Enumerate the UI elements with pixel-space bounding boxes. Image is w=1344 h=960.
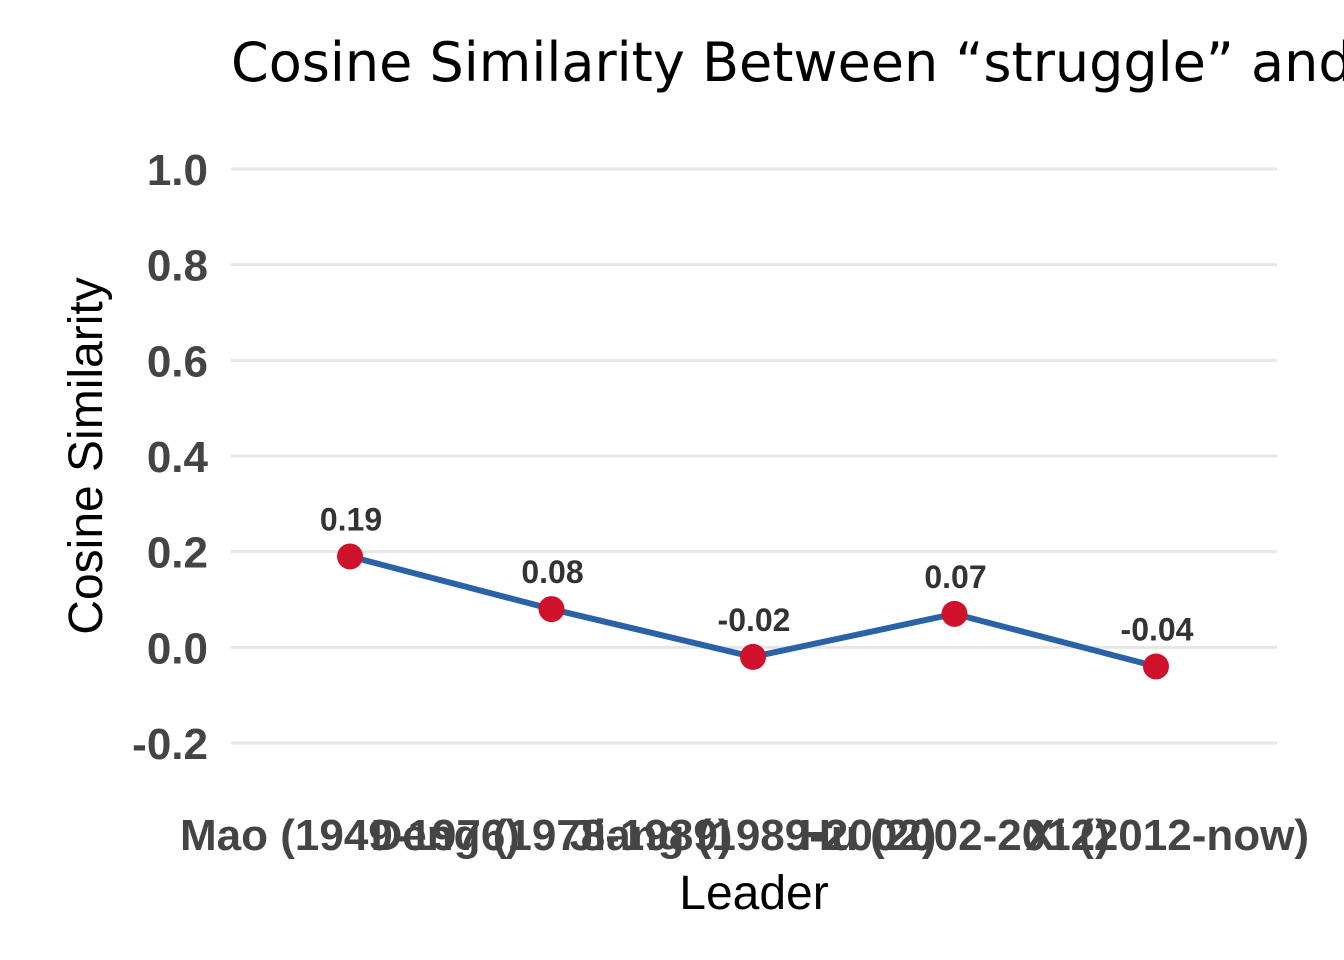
data-point (1143, 653, 1169, 680)
data-label: -0.02 (718, 602, 791, 638)
y-tick-label: 0.8 (147, 242, 208, 291)
grid-layer (231, 167, 1277, 745)
y-tick-labels: -0.2 0.0 0.2 0.4 0.6 0.8 1.0 (132, 146, 208, 769)
data-label: -0.04 (1121, 611, 1194, 647)
x-tick-label: Xi (2012-now) (1025, 811, 1309, 860)
x-tick-labels: Mao (1949-1976)Deng (1978-1989)Jiang (19… (180, 811, 1309, 860)
y-tick-label: 0.2 (147, 529, 208, 578)
y-tick-label: 0.4 (147, 433, 209, 482)
y-tick-label: 1.0 (147, 146, 208, 195)
x-tick-label: Jiang (1989-2002) (570, 811, 937, 860)
x-tick-label: Mao (1949-1976) (180, 811, 520, 860)
data-point (538, 596, 565, 623)
data-label: 0.19 (320, 501, 382, 537)
data-labels: 0.19 0.08 -0.02 0.07 -0.04 (320, 501, 1194, 647)
data-point (740, 643, 766, 670)
x-tick-label: Deng (1978-1989) (371, 811, 733, 860)
data-points (337, 543, 1169, 680)
data-label: 0.08 (521, 554, 583, 590)
y-tick-label: 0.0 (147, 624, 208, 673)
data-point (337, 543, 363, 570)
y-tick-label: 0.6 (147, 337, 208, 386)
y-axis-title: Cosine Similarity (60, 277, 113, 634)
data-point (941, 600, 968, 627)
chart-title: Cosine Similarity Between “struggle” and (231, 31, 1344, 94)
y-tick-label: -0.2 (132, 720, 208, 769)
data-label: 0.07 (924, 559, 986, 595)
x-axis-title: Leader (679, 867, 828, 920)
x-tick-label: Hu (2002-2012) (799, 811, 1110, 860)
